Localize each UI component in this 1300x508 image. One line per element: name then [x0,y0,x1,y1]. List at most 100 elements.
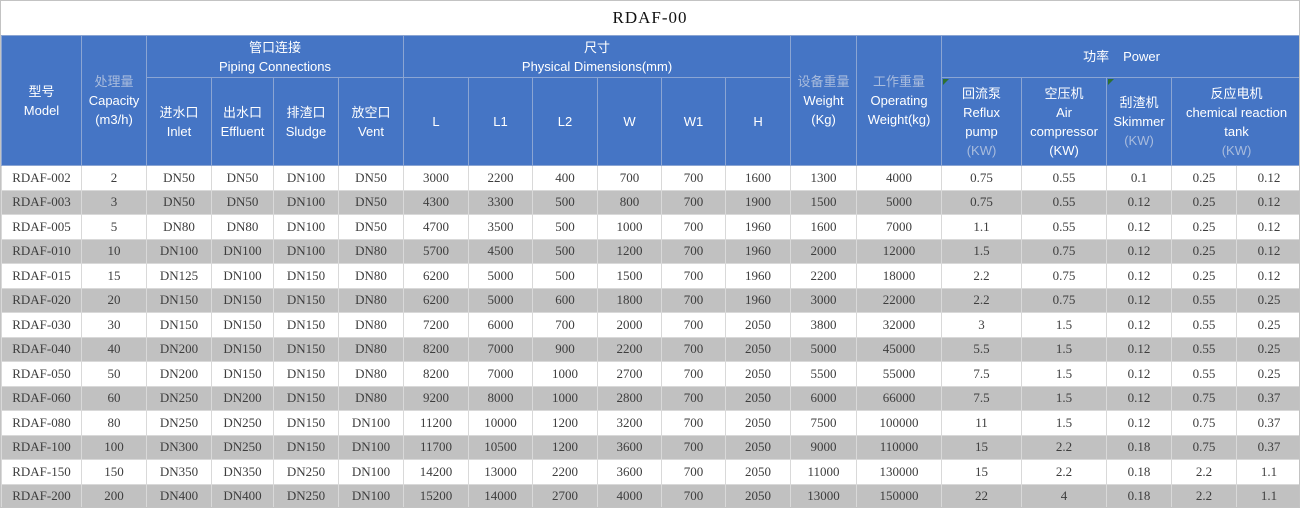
table-cell: 150 [81,459,147,485]
col-header-effluent: 出水口 Effluent [211,77,274,166]
table-cell: RDAF-050 [1,361,82,387]
table-cell: 11 [941,410,1023,436]
table-cell: 7500 [790,410,858,436]
table-cell: 7.5 [941,385,1023,411]
header-band-row: 型号 Model 处理量 Capacity (m3/h) 管口连接 Piping… [1,35,1299,166]
table-cell: 1500 [790,189,858,215]
table-cell: RDAF-015 [1,263,82,289]
col-header-operating-weight: 工作重量 Operating Weight(kg) [856,35,943,166]
table-cell: 0.55 [1171,312,1238,338]
header-air-zh: 空压机 [1044,85,1084,101]
table-cell: RDAF-150 [1,459,82,485]
table-cell: 8000 [468,385,534,411]
table-cell: 22000 [856,287,943,313]
table-cell: 700 [661,238,727,264]
table-row: RDAF-040 40 DN200 DN150 DN150 DN80 8200 7000 900… [1,336,1299,362]
header-L1-label: L1 [493,114,508,129]
table-cell: RDAF-002 [1,165,82,191]
table-cell: 0.55 [1171,287,1238,313]
table-cell: 4700 [403,214,470,240]
table-cell: 0.25 [1236,336,1299,362]
table-cell: RDAF-010 [1,238,82,264]
table-cell: 5000 [790,336,858,362]
table-cell: DN150 [273,361,339,387]
table-cell: RDAF-060 [1,385,82,411]
table-cell: 0.25 [1171,263,1238,289]
title-band: RDAF-00 [1,1,1299,35]
table-cell: 0.12 [1106,238,1173,264]
table-cell: 5000 [468,287,534,313]
header-model-en: Model [23,102,60,118]
table-cell: 2200 [790,263,858,289]
table-cell: DN50 [337,165,405,191]
table-cell: 3800 [790,312,858,338]
table-cell: DN100 [211,238,274,264]
col-header-weight: 设备重量 Weight (Kg) [790,35,858,166]
table-cell: 7000 [468,336,534,362]
header-reflux-en2: pump [965,123,998,139]
table-cell: 2050 [725,459,792,485]
table-cell: 150000 [856,483,943,507]
table-cell: 0.12 [1106,385,1173,411]
table-cell: 22 [941,483,1023,507]
table-cell: DN100 [273,189,339,215]
table-cell: 3600 [597,459,663,485]
table-cell: 1300 [790,165,858,191]
table-cell: 13000 [468,459,534,485]
table-cell: DN80 [337,238,405,264]
header-inlet-zh: 进水口 [159,104,199,120]
table-cell: 700 [661,385,727,411]
table-cell: 3 [941,312,1023,338]
table-cell: DN80 [337,385,405,411]
table-cell: 700 [661,287,727,313]
table-cell: DN50 [337,189,405,215]
table-cell: 1.5 [1021,361,1108,387]
header-reflux-unit: (KW) [966,142,997,158]
table-cell: 6000 [468,312,534,338]
table-cell: DN80 [211,214,274,240]
table-cell: 700 [597,165,663,191]
header-weight-zh: 设备重量 [797,74,850,89]
header-weight-unit: (Kg) [811,112,836,127]
table-cell: 30 [81,312,147,338]
table-row: RDAF-060 60 DN250 DN200 DN150 DN80 9200 8000 100… [1,385,1299,411]
table-cell: DN100 [273,238,339,264]
table-cell: 2050 [725,336,792,362]
table-cell: DN100 [273,165,339,191]
table-cell: 0.75 [941,165,1023,191]
table-cell: 1200 [532,410,599,436]
header-reflux-en1: Reflux [963,104,1000,120]
table-cell: 4000 [597,483,663,507]
table-cell: DN125 [146,263,212,289]
table-cell: 0.18 [1106,483,1173,507]
table-cell: DN400 [211,483,274,507]
col-header-model: 型号 Model [1,35,82,166]
table-cell: 700 [661,434,727,460]
table-cell: 600 [532,287,599,313]
table-row: RDAF-002 2 DN50 DN50 DN100 DN50 3000 2200 400 700… [1,165,1299,191]
table-cell: DN250 [273,459,339,485]
header-L-label: L [432,114,440,129]
table-cell: 0.37 [1236,410,1299,436]
table-cell: 0.18 [1106,459,1173,485]
table-cell: 0.75 [1021,263,1108,289]
table-cell: 8200 [403,336,470,362]
table-cell: 2200 [468,165,534,191]
table-cell: 11000 [790,459,858,485]
table-cell: 6200 [403,263,470,289]
table-cell: 6000 [790,385,858,411]
table-cell: 700 [661,165,727,191]
table-cell: 1.5 [1021,385,1108,411]
table-cell: DN150 [211,312,274,338]
table-cell: 2700 [597,361,663,387]
col-header-L1: L1 [468,77,534,166]
table-cell: 2050 [725,312,792,338]
table-cell: 3300 [468,189,534,215]
table-row: RDAF-050 50 DN200 DN150 DN150 DN80 8200 7000 100… [1,361,1299,387]
table-cell: 2200 [597,336,663,362]
table-cell: 1960 [725,238,792,264]
header-L2-label: L2 [557,114,573,129]
table-cell: 7000 [856,214,943,240]
table-cell: DN250 [211,434,274,460]
table-cell: DN150 [273,336,339,362]
